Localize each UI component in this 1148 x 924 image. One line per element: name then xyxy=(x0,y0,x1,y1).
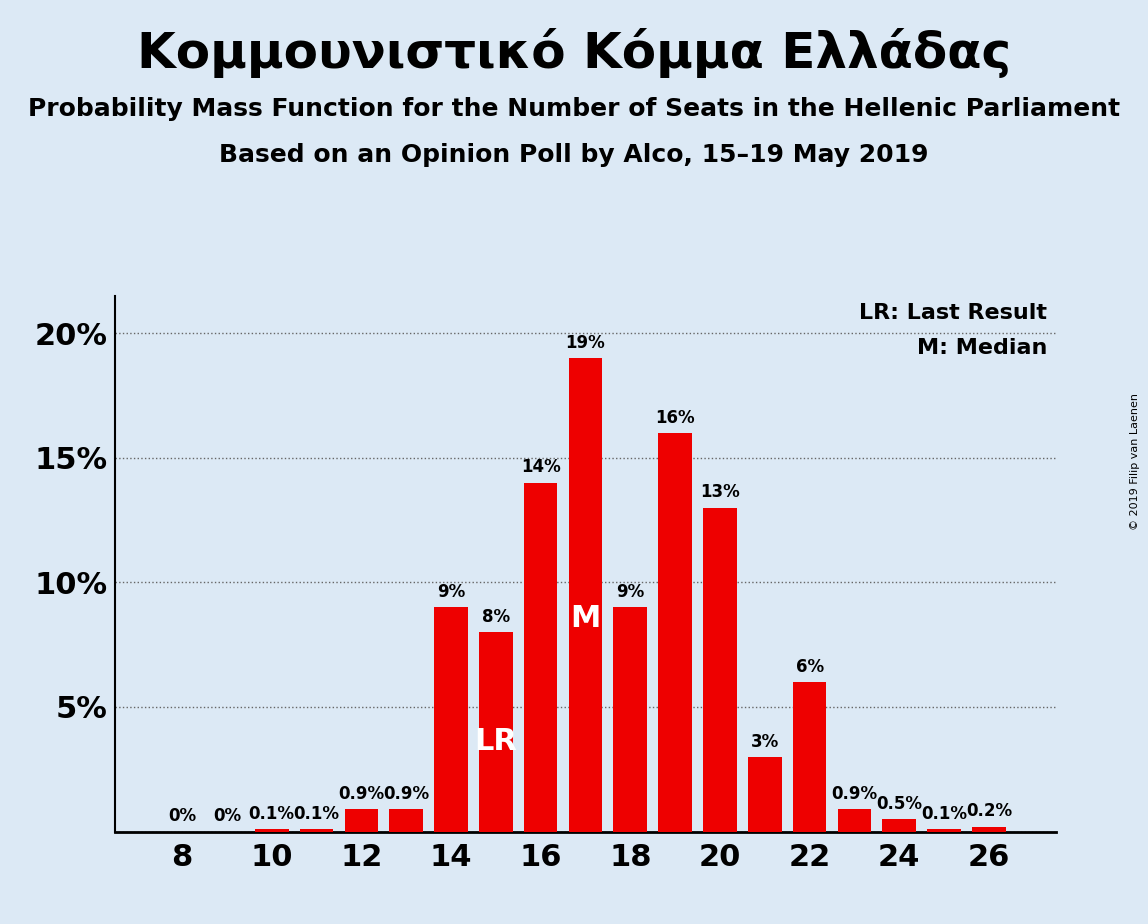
Text: 6%: 6% xyxy=(796,658,823,675)
Bar xyxy=(434,607,467,832)
Text: Probability Mass Function for the Number of Seats in the Hellenic Parliament: Probability Mass Function for the Number… xyxy=(28,97,1120,121)
Text: 19%: 19% xyxy=(566,334,605,352)
Text: Κομμουνιστικό Κόμμα Ελλάδας: Κομμουνιστικό Κόμμα Ελλάδας xyxy=(137,28,1011,78)
Text: M: Median: M: Median xyxy=(917,338,1047,359)
Bar xyxy=(523,482,558,832)
Bar xyxy=(479,632,513,832)
Text: 0.2%: 0.2% xyxy=(965,802,1013,821)
Text: 0.5%: 0.5% xyxy=(876,795,922,813)
Text: 0.9%: 0.9% xyxy=(383,784,429,803)
Bar xyxy=(972,827,1006,832)
Bar xyxy=(883,820,916,832)
Text: © 2019 Filip van Laenen: © 2019 Filip van Laenen xyxy=(1130,394,1140,530)
Bar xyxy=(658,432,692,832)
Text: LR: LR xyxy=(474,727,518,757)
Text: 8%: 8% xyxy=(482,608,510,626)
Text: LR: Last Result: LR: Last Result xyxy=(859,303,1047,323)
Bar xyxy=(344,809,378,832)
Bar xyxy=(928,829,961,832)
Text: 0.1%: 0.1% xyxy=(294,805,340,823)
Text: 16%: 16% xyxy=(656,408,695,427)
Text: 0.9%: 0.9% xyxy=(831,784,877,803)
Text: 14%: 14% xyxy=(521,458,560,477)
Text: M: M xyxy=(571,604,600,633)
Bar xyxy=(300,829,333,832)
Bar xyxy=(838,809,871,832)
Text: Based on an Opinion Poll by Alco, 15–19 May 2019: Based on an Opinion Poll by Alco, 15–19 … xyxy=(219,143,929,167)
Bar xyxy=(748,757,782,832)
Bar xyxy=(568,358,603,832)
Bar xyxy=(255,829,288,832)
Text: 13%: 13% xyxy=(700,483,739,502)
Text: 9%: 9% xyxy=(616,583,644,601)
Text: 0.1%: 0.1% xyxy=(921,805,967,823)
Text: 0%: 0% xyxy=(168,808,196,825)
Text: 0.1%: 0.1% xyxy=(249,805,295,823)
Bar xyxy=(793,682,827,832)
Bar xyxy=(389,809,422,832)
Text: 9%: 9% xyxy=(437,583,465,601)
Bar xyxy=(703,507,737,832)
Text: 0%: 0% xyxy=(212,808,241,825)
Text: 0.9%: 0.9% xyxy=(339,784,385,803)
Bar xyxy=(613,607,647,832)
Text: 3%: 3% xyxy=(751,733,778,750)
